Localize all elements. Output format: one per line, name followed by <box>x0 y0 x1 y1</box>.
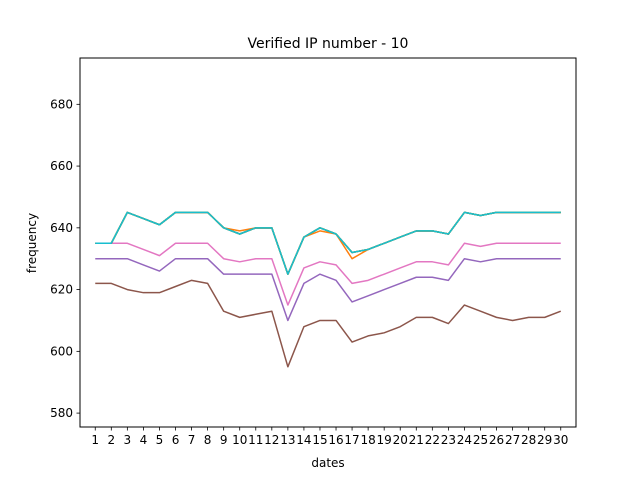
y-axis: 580 600 620 640 660 680 <box>50 97 80 420</box>
x-tick-label: 24 <box>457 433 472 447</box>
x-tick-label: 2 <box>107 433 115 447</box>
plot-frame <box>79 57 577 428</box>
x-tick-label: 10 <box>232 433 247 447</box>
x-tick-label: 27 <box>505 433 520 447</box>
x-tick-label: 14 <box>296 433 311 447</box>
x-tick-label: 22 <box>425 433 440 447</box>
series-line-6 <box>95 279 562 368</box>
x-tick-label: 18 <box>360 433 375 447</box>
series-line-10 <box>95 211 561 275</box>
x-tick-label: 25 <box>473 433 488 447</box>
x-tick-label: 29 <box>537 433 552 447</box>
x-tick-label: 16 <box>328 433 343 447</box>
series-line-7 <box>95 242 561 306</box>
x-tick-label: 26 <box>489 433 504 447</box>
x-tick-label: 17 <box>344 433 359 447</box>
x-tick-label: 28 <box>521 433 536 447</box>
x-tick-label: 9 <box>220 433 228 447</box>
x-tick-label: 8 <box>204 433 212 447</box>
x-tick-label: 13 <box>280 433 295 447</box>
y-tick-label: 640 <box>50 221 73 235</box>
x-tick-label: 4 <box>140 433 148 447</box>
x-tick-label: 12 <box>264 433 279 447</box>
x-tick-label: 21 <box>409 433 424 447</box>
y-tick-label: 660 <box>50 159 73 173</box>
x-tick-label: 3 <box>124 433 132 447</box>
x-tick-label: 6 <box>172 433 180 447</box>
x-tick-label: 30 <box>553 433 568 447</box>
x-tick-label: 7 <box>188 433 196 447</box>
x-tick-label: 15 <box>312 433 327 447</box>
y-tick-label: 580 <box>50 406 73 420</box>
x-tick-label: 1 <box>91 433 99 447</box>
y-axis-label: frequency <box>25 213 39 273</box>
x-tick-label: 20 <box>393 433 408 447</box>
x-axis-label: dates <box>311 456 344 470</box>
y-tick-label: 620 <box>50 283 73 297</box>
series-layer <box>95 211 562 368</box>
series-line-5 <box>95 257 561 322</box>
x-tick-label: 11 <box>248 433 263 447</box>
x-tick-label: 5 <box>156 433 164 447</box>
x-tick-label: 19 <box>377 433 392 447</box>
chart-title: Verified IP number - 10 <box>248 36 409 52</box>
y-tick-label: 680 <box>50 97 73 111</box>
x-axis: 1 2 3 4 5 6 7 8 9 10 11 12 13 14 15 16 17 18 19 20 21 22 23 24 2… <box>91 427 568 447</box>
x-tick-label: 23 <box>441 433 456 447</box>
y-tick-label: 600 <box>50 344 73 358</box>
